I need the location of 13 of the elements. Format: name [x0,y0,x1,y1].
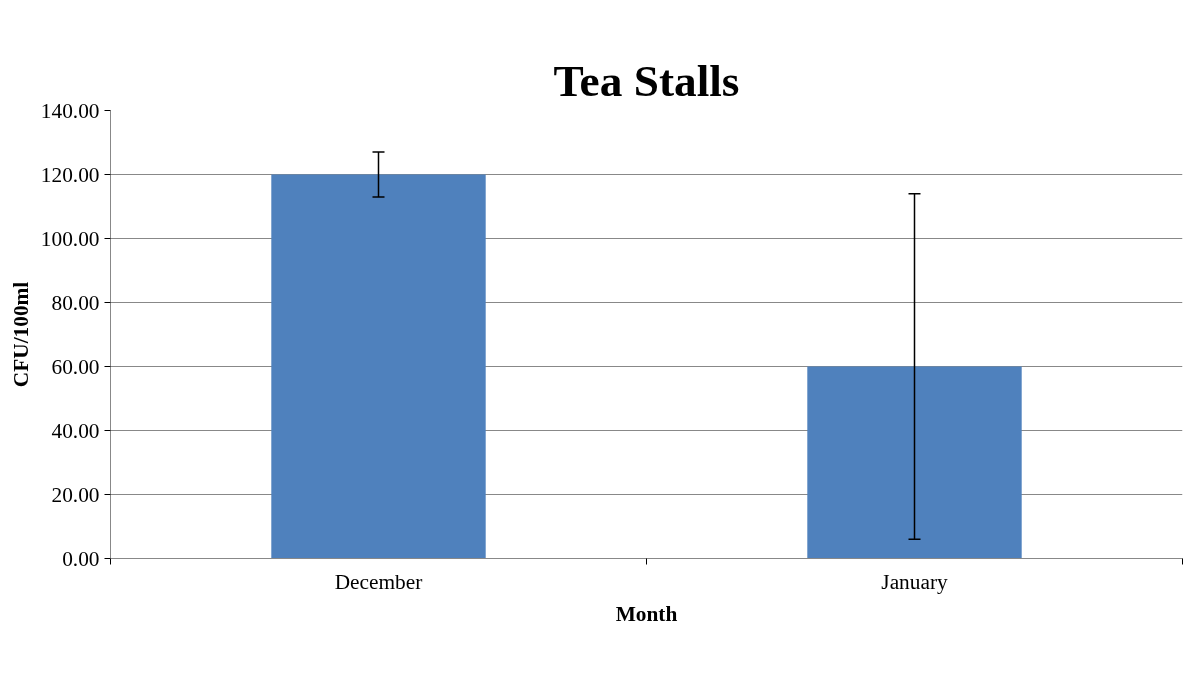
y-tick-label: 0.00 [62,546,100,571]
x-axis-title: Month [615,601,678,626]
y-tick-label: 100.00 [40,226,100,251]
chart-title: Tea Stalls [553,55,740,106]
y-tick-label: 140.00 [40,98,100,123]
y-tick-label: 80.00 [51,290,100,315]
y-tick-label: 120.00 [40,162,100,187]
y-tick-label: 60.00 [51,354,100,379]
x-tick-label: December [334,569,423,594]
y-axis-title: CFU/100ml [8,281,33,388]
x-tick-label: January [881,569,948,594]
y-tick-label: 20.00 [51,482,100,507]
y-tick-label: 40.00 [51,418,100,443]
